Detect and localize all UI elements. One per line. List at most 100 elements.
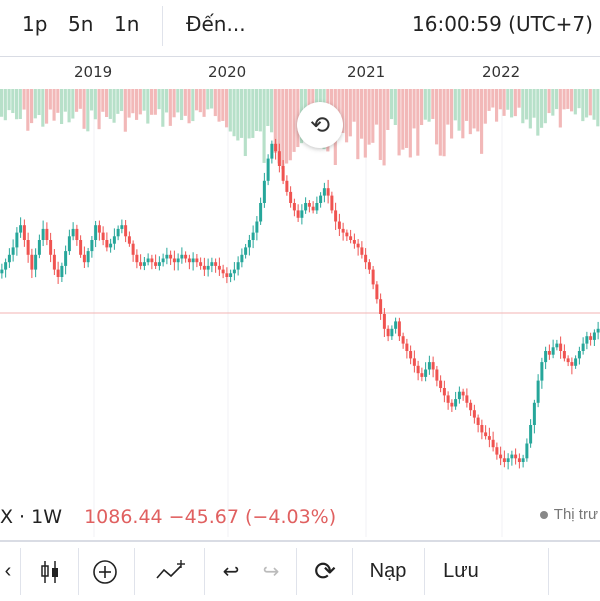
candle-body bbox=[469, 402, 473, 411]
interval-1n-button[interactable]: 1n bbox=[114, 12, 140, 36]
volume-bar bbox=[195, 89, 199, 111]
candle-body bbox=[412, 358, 416, 366]
candle-body bbox=[86, 251, 90, 263]
volume-bar bbox=[555, 89, 559, 110]
volume-bar bbox=[476, 89, 480, 132]
candle-body bbox=[165, 254, 169, 259]
add-plus-icon[interactable] bbox=[84, 542, 126, 601]
interval-1p-button[interactable]: 1p bbox=[22, 12, 48, 36]
volume-bar bbox=[517, 89, 521, 108]
volume-bar bbox=[348, 89, 352, 137]
volume-bar bbox=[15, 89, 19, 120]
volume-bar bbox=[52, 89, 56, 121]
load-button[interactable]: Nạp bbox=[369, 560, 407, 582]
save-button[interactable]: Lưu bbox=[443, 560, 479, 582]
candle-body bbox=[277, 151, 281, 166]
candle-body bbox=[37, 240, 41, 255]
volume-bar bbox=[240, 89, 244, 138]
candle-body bbox=[251, 232, 255, 240]
candle-body bbox=[64, 251, 68, 266]
volume-bar bbox=[360, 89, 364, 139]
candlestick-icon[interactable] bbox=[28, 542, 72, 601]
volume-bar bbox=[558, 89, 562, 128]
candle-body bbox=[199, 262, 203, 266]
clock-timezone[interactable]: 16:00:59 (UTC+7) bbox=[412, 12, 593, 36]
candle-body bbox=[506, 458, 510, 462]
volume-bar bbox=[570, 89, 574, 112]
candle-body bbox=[409, 351, 413, 359]
volume-bar bbox=[405, 89, 409, 148]
candle-body bbox=[311, 206, 315, 211]
volume-bar bbox=[112, 89, 116, 123]
interval-5n-button[interactable]: 5n bbox=[68, 12, 94, 36]
candle-body bbox=[559, 343, 563, 351]
volume-bar bbox=[97, 89, 101, 130]
candle-body bbox=[52, 254, 56, 270]
volume-bar bbox=[270, 89, 274, 133]
volume-bar bbox=[592, 89, 596, 120]
candle-body bbox=[461, 391, 465, 396]
volume-bar bbox=[176, 89, 180, 113]
volume-bar bbox=[262, 89, 266, 163]
price-chart[interactable] bbox=[0, 89, 600, 537]
volume-bar bbox=[281, 89, 285, 170]
volume-bar bbox=[232, 89, 236, 137]
candle-body bbox=[307, 203, 311, 207]
candle-body bbox=[146, 258, 150, 263]
indicator-menu-button[interactable]: Đến... bbox=[186, 12, 246, 36]
candle-body bbox=[454, 399, 458, 407]
reset-chart-button[interactable]: ⟲ bbox=[297, 102, 343, 148]
candle-body bbox=[67, 236, 71, 252]
candle-body bbox=[472, 410, 476, 418]
chevron-left-icon[interactable]: ‹ bbox=[4, 560, 12, 582]
candle-body bbox=[424, 369, 428, 377]
candle-body bbox=[431, 362, 435, 370]
candle-body bbox=[202, 265, 206, 270]
volume-bar bbox=[472, 89, 476, 129]
volume-bar bbox=[371, 89, 375, 143]
candle-body bbox=[319, 195, 323, 203]
candle-body bbox=[364, 254, 368, 263]
candle-body bbox=[236, 262, 240, 270]
volume-bar bbox=[48, 89, 52, 110]
chart-legend: X · 1W 1086.44 −45.67 (−4.03%) bbox=[0, 506, 336, 528]
candle-body bbox=[247, 240, 251, 248]
volume-bar bbox=[337, 89, 341, 119]
candle-body bbox=[60, 265, 64, 277]
candle-body bbox=[221, 269, 225, 274]
candle-body bbox=[525, 443, 529, 459]
volume-bar bbox=[255, 89, 259, 131]
candle-body bbox=[191, 258, 195, 263]
candle-body bbox=[232, 269, 236, 274]
candle-body bbox=[187, 258, 191, 263]
volume-bar bbox=[127, 89, 131, 118]
volume-bar bbox=[528, 89, 532, 129]
volume-bar bbox=[581, 89, 585, 122]
candle-body bbox=[416, 365, 420, 374]
volume-bar bbox=[495, 89, 499, 122]
symbol-interval[interactable]: X · 1W bbox=[0, 506, 63, 528]
candle-body bbox=[45, 228, 49, 240]
candle-body bbox=[150, 258, 154, 263]
candle-body bbox=[367, 262, 371, 270]
volume-bar bbox=[37, 89, 41, 116]
volume-bar bbox=[551, 89, 555, 116]
candle-body bbox=[465, 395, 469, 403]
candle-body bbox=[589, 336, 593, 340]
toolbar-divider bbox=[424, 548, 425, 595]
undo-icon[interactable]: ↩ bbox=[222, 561, 240, 583]
candle-body bbox=[281, 166, 285, 181]
candle-body bbox=[262, 180, 266, 203]
indicator-add-icon[interactable] bbox=[146, 542, 196, 601]
candle-body bbox=[382, 314, 386, 329]
candle-body bbox=[259, 203, 263, 222]
volume-bar bbox=[397, 89, 401, 156]
volume-bar bbox=[213, 89, 217, 117]
market-status-text: Thị trư bbox=[553, 506, 598, 523]
volume-bar bbox=[30, 89, 34, 124]
candle-body bbox=[124, 225, 128, 237]
refresh-icon[interactable]: ⟳ bbox=[314, 556, 336, 586]
volume-bar bbox=[292, 89, 296, 152]
candle-body bbox=[510, 454, 514, 459]
candle-body bbox=[435, 369, 439, 381]
